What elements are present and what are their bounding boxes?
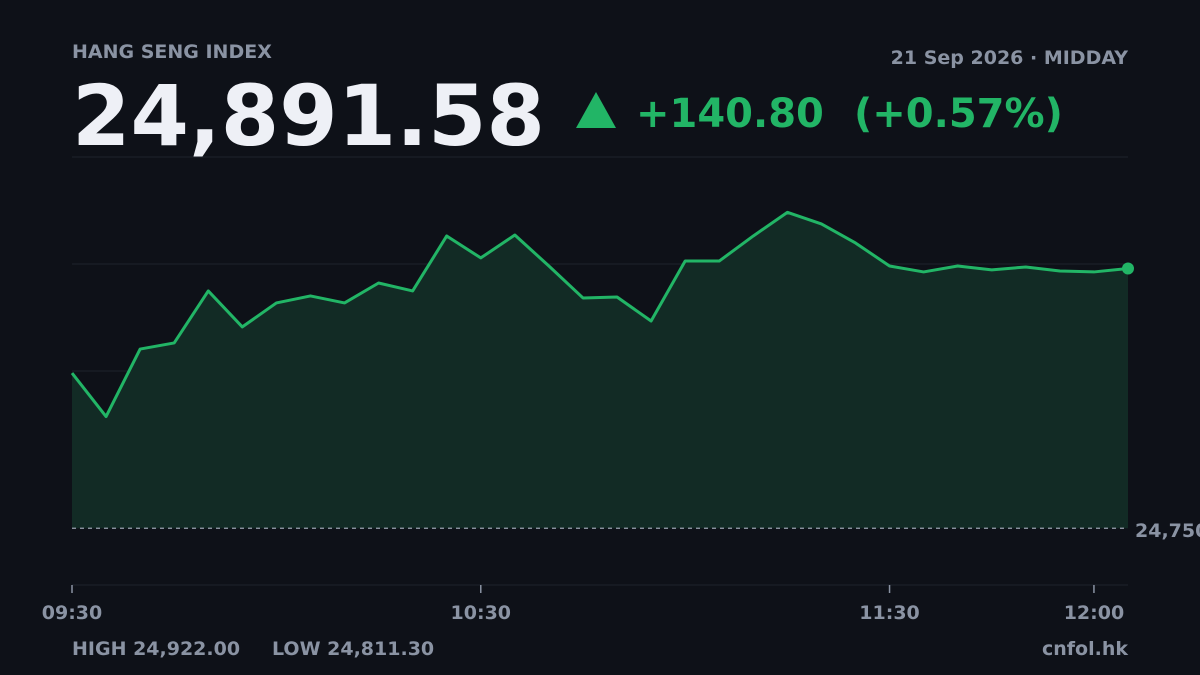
chart-title: HANG SENG INDEX — [72, 41, 272, 63]
source: cnfol.hk — [1042, 638, 1128, 660]
last-point — [1122, 262, 1134, 275]
area — [72, 212, 1128, 529]
change: +140.80 — [636, 91, 824, 137]
line — [70, 210, 1129, 419]
last-value: 24,891.58 — [72, 67, 545, 165]
x-tick-label: 12:00 — [1064, 602, 1124, 624]
x-tick-label: 10:30 — [451, 602, 511, 624]
up-arrow — [576, 92, 616, 128]
low: LOW 24,811.30 — [272, 638, 434, 660]
x-tick-label: 11:30 — [859, 602, 919, 624]
high: HIGH 24,922.00 — [72, 638, 240, 660]
x-tick-label: 09:30 — [42, 602, 102, 624]
subtitle: 21 Sep 2026 · MIDDAY — [891, 47, 1129, 69]
reference-label: 24,750.78 — [1135, 520, 1200, 542]
change-percent: (+0.57%) — [854, 91, 1063, 137]
